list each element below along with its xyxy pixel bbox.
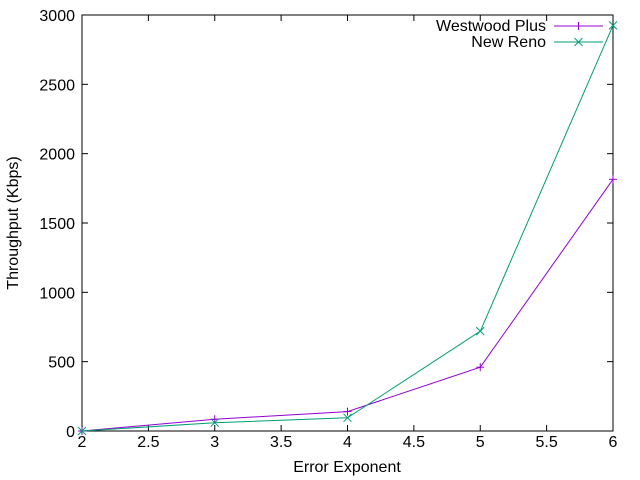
legend-item: Westwood Plus [436,18,603,35]
cross-marker-b [475,326,485,336]
cross-marker-b [210,418,220,428]
y-tick-label: 2500 [39,77,75,94]
data-point [609,175,617,184]
y-axis: 0 500 1000 1500 2000 2500 3000 [39,8,613,441]
x-tick-label: 5.5 [536,434,558,451]
data-point [476,363,485,372]
data-point [77,426,87,436]
series-layer [77,21,618,436]
cross-marker-b [574,37,583,47]
y-tick-label: 500 [48,355,75,372]
series-westwood-plus [78,175,617,435]
x-tick-label: 3.5 [270,434,292,451]
y-tick-label: 0 [66,424,75,441]
legend-label: Westwood Plus [436,18,546,35]
x-tick-label: 6 [609,434,618,451]
plot-frame [81,14,614,432]
y-tick-label: 1500 [39,216,75,233]
y-tick-label: 1000 [39,285,75,302]
y-axis-label: Throughput (Kbps) [5,156,22,289]
x-tick-label: 2.5 [137,434,159,451]
x-tick-label: 2 [78,434,87,451]
x-tick-label: 3 [210,434,219,451]
data-point [608,21,618,30]
series-line [81,25,614,432]
data-point [210,415,219,424]
legend-label: New Reno [471,34,546,51]
series-line [81,179,614,432]
x-tick-label: 5 [476,434,485,451]
cross-marker-b [77,426,87,436]
x-axis-label: Error Exponent [293,459,401,476]
x-axis: 2 2.5 3 3.5 4 4.5 5 5.5 6 [78,15,618,451]
cross-marker-b [608,21,618,30]
y-tick-label: 2000 [39,147,75,164]
x-tick-label: 4 [343,434,352,451]
cross-marker-b [343,413,352,423]
data-point [475,326,485,336]
x-tick-label: 4.5 [403,434,425,451]
data-point [343,407,352,416]
data-point [343,413,352,423]
series-new-reno [77,21,618,436]
data-point [210,418,220,428]
y-tick-label: 3000 [39,8,75,25]
legend-item: New Reno [471,34,603,51]
